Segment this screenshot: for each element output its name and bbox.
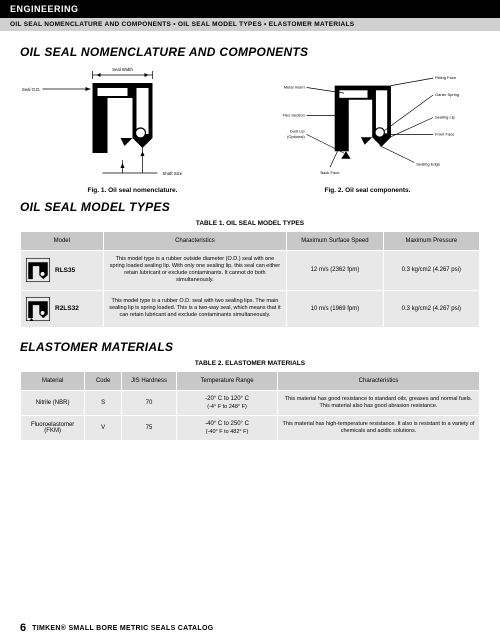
th-characteristics: Characteristics (103, 232, 287, 251)
cell-pressure: 0.3 kg/cm2 (4.267 psi) (383, 251, 479, 291)
cell-material: Nitrile (NBR) (21, 390, 85, 415)
table-row: Nitrile (NBR) S 70 -20° C to 120° C (-4°… (21, 390, 480, 415)
table-row: Fluoroelastomer (FKM) V 75 -40° C to 250… (21, 415, 480, 440)
th-hardness: JIS Hardness (121, 371, 176, 390)
th-material: Material (21, 371, 85, 390)
section-title-model-types: OIL SEAL MODEL TYPES (20, 200, 480, 214)
figure-1: Seal Width Seal O.D. Shaft Size Fig. 1. … (20, 65, 245, 194)
header-category: ENGINEERING (0, 0, 500, 18)
label-shaft-size: Shaft Size (163, 171, 183, 176)
cell-speed: 12 m/s (2362 fpm) (287, 251, 383, 291)
label-seal-width: Seal Width (112, 67, 133, 72)
cell-speed: 10 m/s (1969 fpm) (287, 290, 383, 327)
cell-code: S (85, 390, 122, 415)
figure-2-svg: Metal Insert Flex Section Dust Lip (Opti… (255, 65, 480, 185)
th-pressure: Maximum Pressure (383, 232, 479, 251)
th-code: Code (85, 371, 122, 390)
cell-desc: This model type is a rubber outside diam… (103, 251, 287, 291)
label-back-face: Back Face (321, 170, 341, 175)
th-speed: Maximum Surface Speed (287, 232, 383, 251)
label-flex-section: Flex Section (283, 113, 305, 118)
label-metal-insert: Metal Insert (284, 84, 306, 89)
model-label: RLS35 (55, 267, 75, 274)
page-footer: 6 TIMKEN® SMALL BORE METRIC SEALS CATALO… (20, 622, 480, 634)
cell-temp: -40° C to 250° C (-40° F to 482° F) (177, 415, 278, 440)
table-model-types: Model Characteristics Maximum Surface Sp… (20, 231, 480, 328)
cell-temp: -20° C to 120° C (-4° F to 248° F) (177, 390, 278, 415)
figure-1-svg: Seal Width Seal O.D. Shaft Size (20, 65, 245, 185)
cell-material: Fluoroelastomer (FKM) (21, 415, 85, 440)
cell-pressure: 0.3 kg/cm2 (4.267 psi) (383, 290, 479, 327)
figure-2-caption: Fig. 2. Oil seal components. (325, 187, 411, 194)
th-model: Model (21, 232, 104, 251)
page-number: 6 (20, 622, 26, 634)
th-char: Characteristics (278, 371, 480, 390)
cell-hardness: 70 (121, 390, 176, 415)
model-icon (25, 296, 51, 322)
table2-caption: TABLE 2. ELASTOMER MATERIALS (20, 360, 480, 367)
header-subtitle: OIL SEAL NOMENCLATURE AND COMPONENTS • O… (0, 18, 500, 31)
table1-caption: TABLE 1. OIL SEAL MODEL TYPES (20, 220, 480, 227)
label-garter-spring: Garter Spring (435, 92, 459, 97)
label-fitting-face: Fitting Face (435, 75, 457, 80)
figures-row: Seal Width Seal O.D. Shaft Size Fig. 1. … (20, 65, 480, 194)
figure-1-caption: Fig. 1. Oil seal nomenclature. (88, 187, 178, 194)
cell-desc: This material has good resistance to sta… (278, 390, 480, 415)
label-front-face: Front Face (435, 131, 455, 136)
section-title-elastomer: ELASTOMER MATERIALS (20, 340, 480, 354)
model-icon (25, 257, 51, 283)
label-seal-od: Seal O.D. (22, 87, 41, 92)
label-sealing-lip: Sealing Lip (435, 114, 456, 119)
label-dust-lip: Dust Lip (290, 129, 305, 134)
table-row: R2LS32 This model type is a rubber O.D. … (21, 290, 480, 327)
figure-2: Metal Insert Flex Section Dust Lip (Opti… (255, 65, 480, 194)
cell-desc: This model type is a rubber O.D. seal wi… (103, 290, 287, 327)
model-label: R2LS32 (55, 305, 79, 312)
label-sealing-edge: Sealing Edge (416, 161, 441, 166)
table-elastomer: Material Code JIS Hardness Temperature R… (20, 371, 480, 442)
th-temp: Temperature Range (177, 371, 278, 390)
label-dust-lip-sub: (Optional) (287, 134, 305, 139)
cell-desc: This material has high-temperature resis… (278, 415, 480, 440)
cell-hardness: 75 (121, 415, 176, 440)
cell-code: V (85, 415, 122, 440)
table-row: RLS35 This model type is a rubber outsid… (21, 251, 480, 291)
footer-title: TIMKEN® SMALL BORE METRIC SEALS CATALOG (32, 625, 213, 632)
section-title-nomenclature: OIL SEAL NOMENCLATURE AND COMPONENTS (20, 45, 480, 59)
